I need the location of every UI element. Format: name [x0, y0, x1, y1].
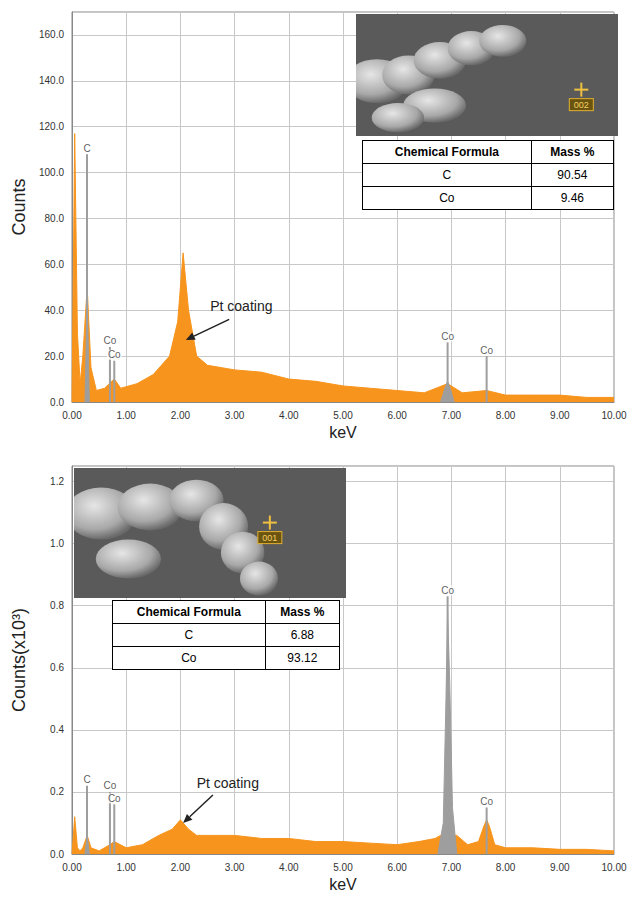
html-text:Mass %: Mass %: [280, 605, 325, 619]
svg-text:6.00: 6.00: [387, 410, 407, 421]
svg-text:Co: Co: [104, 335, 117, 346]
html-text:C: C: [184, 628, 194, 642]
svg-text:5.00: 5.00: [333, 410, 353, 421]
html-text:Co: Co: [181, 651, 197, 665]
svg-text:100.0: 100.0: [39, 167, 64, 178]
svg-text:Pt coating: Pt coating: [210, 298, 272, 314]
svg-text:6.00: 6.00: [387, 862, 407, 873]
svg-text:Co: Co: [441, 585, 454, 596]
svg-text:20.0: 20.0: [45, 351, 65, 362]
svg-text:Co: Co: [104, 780, 117, 791]
svg-text:8.00: 8.00: [496, 410, 516, 421]
svg-text:40.0: 40.0: [45, 305, 65, 316]
html-text:Mass %: Mass %: [550, 145, 595, 159]
svg-text:001: 001: [262, 533, 277, 543]
svg-text:Co: Co: [441, 331, 454, 342]
svg-text:Counts(x10³): Counts(x10³): [9, 608, 29, 712]
svg-text:9.00: 9.00: [550, 410, 570, 421]
svg-text:1.00: 1.00: [116, 410, 136, 421]
svg-text:keV: keV: [329, 424, 357, 441]
svg-text:0.0: 0.0: [50, 849, 64, 860]
svg-text:0.8: 0.8: [50, 600, 64, 611]
svg-text:3.00: 3.00: [225, 862, 245, 873]
svg-text:Co: Co: [108, 349, 121, 360]
svg-text:9.00: 9.00: [550, 862, 570, 873]
svg-text:Counts: Counts: [9, 178, 29, 235]
html-text:C: C: [442, 168, 452, 182]
html-text:6.88: 6.88: [290, 628, 314, 642]
svg-text:002: 002: [574, 100, 589, 110]
svg-text:C: C: [83, 143, 90, 154]
svg-text:1.0: 1.0: [50, 538, 64, 549]
svg-text:140.0: 140.0: [39, 75, 64, 86]
svg-text:10.00: 10.00: [601, 862, 626, 873]
svg-text:keV: keV: [329, 876, 357, 893]
svg-text:Co: Co: [108, 793, 121, 804]
html-text:Co: Co: [439, 191, 455, 205]
svg-text:0.6: 0.6: [50, 662, 64, 673]
svg-text:C: C: [83, 774, 90, 785]
svg-text:7.00: 7.00: [442, 410, 462, 421]
svg-text:0.4: 0.4: [50, 724, 64, 735]
svg-text:4.00: 4.00: [279, 862, 299, 873]
svg-text:8.00: 8.00: [496, 862, 516, 873]
html-text:93.12: 93.12: [287, 651, 318, 665]
svg-text:Co: Co: [480, 345, 493, 356]
svg-text:2.00: 2.00: [171, 410, 191, 421]
svg-text:10.00: 10.00: [601, 410, 626, 421]
svg-text:80.0: 80.0: [45, 213, 65, 224]
svg-text:Pt coating: Pt coating: [197, 775, 259, 791]
svg-text:0.00: 0.00: [62, 862, 82, 873]
svg-text:120.0: 120.0: [39, 121, 64, 132]
svg-text:1.2: 1.2: [50, 476, 64, 487]
svg-text:0.2: 0.2: [50, 786, 64, 797]
svg-text:1.00: 1.00: [116, 862, 136, 873]
svg-text:60.0: 60.0: [45, 259, 65, 270]
svg-text:3.00: 3.00: [225, 410, 245, 421]
html-text:Chemical Formula: Chemical Formula: [394, 145, 499, 159]
svg-text:4.00: 4.00: [279, 410, 299, 421]
svg-text:0.00: 0.00: [62, 410, 82, 421]
svg-text:7.00: 7.00: [442, 862, 462, 873]
svg-text:0.0: 0.0: [50, 397, 64, 408]
svg-text:5.00: 5.00: [333, 862, 353, 873]
svg-text:2.00: 2.00: [171, 862, 191, 873]
html-text:90.54: 90.54: [557, 168, 588, 182]
html-text:Chemical Formula: Chemical Formula: [136, 605, 241, 619]
html-text:9.46: 9.46: [560, 191, 584, 205]
svg-text:Co: Co: [480, 796, 493, 807]
svg-text:160.0: 160.0: [39, 29, 64, 40]
